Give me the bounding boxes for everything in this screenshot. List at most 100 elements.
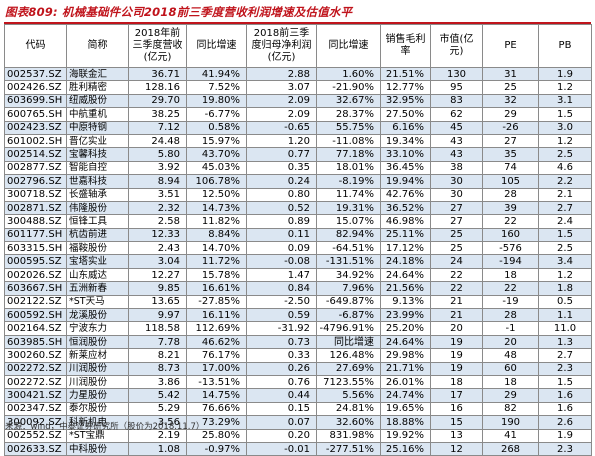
revenue-cell: 2.58 xyxy=(128,214,187,229)
table-row: 300260.SZ 新莱应材 8.21 76.17% 0.33 126.48% 29.98%… xyxy=(4,348,592,363)
header-cell: 销售毛利率 xyxy=(380,24,431,68)
revenue-growth-cell: -6.77% xyxy=(186,107,247,122)
name-cell: 纽威股份 xyxy=(66,93,129,109)
code-cell: 002426.SZ xyxy=(4,80,67,95)
revenue-cell: 8.94 xyxy=(128,174,187,189)
net-profit-cell: 0.20 xyxy=(246,428,317,443)
revenue-growth-cell: 11.72% xyxy=(186,254,247,269)
pb-cell: 2.3 xyxy=(538,361,592,376)
pb-cell: 1.5 xyxy=(538,227,592,243)
gross-margin-cell: 32.95% xyxy=(380,93,431,109)
header-cell: 代码 xyxy=(4,24,67,68)
gross-margin-cell: 36.45% xyxy=(380,160,431,176)
net-profit-cell: 1.47 xyxy=(246,267,317,283)
revenue-cell: 3.86 xyxy=(128,374,187,390)
gross-margin-cell: 17.12% xyxy=(380,241,431,256)
name-cell: 智能自控 xyxy=(66,160,129,176)
net-profit-cell: 0.89 xyxy=(246,214,317,229)
revenue-cell: 5.80 xyxy=(128,147,187,162)
table-row: 002426.SZ 胜利精密 128.16 7.52% 3.07 -21.90% 12.77… xyxy=(4,80,592,95)
code-cell: 603985.SH xyxy=(4,334,67,350)
market-cap-cell: 95 xyxy=(430,80,483,95)
gross-margin-cell: 19.92% xyxy=(380,428,431,443)
table-row: 002871.SZ 伟隆股份 2.32 14.73% 0.52 19.31% 36.52% 2… xyxy=(4,200,592,216)
code-cell: 002272.SZ xyxy=(4,361,67,376)
gross-margin-cell: 24.64% xyxy=(380,334,431,350)
pb-cell: 1.3 xyxy=(538,334,592,350)
code-cell: 300421.SZ xyxy=(4,388,67,403)
code-cell: 002796.SZ xyxy=(4,174,67,189)
pb-cell: 11.0 xyxy=(538,321,592,336)
gross-margin-cell: 6.16% xyxy=(380,120,431,135)
revenue-cell: 24.48 xyxy=(128,133,187,149)
pb-cell: 1.2 xyxy=(538,133,592,149)
gross-margin-cell: 21.71% xyxy=(380,361,431,376)
code-cell: 002537.SZ xyxy=(4,66,67,82)
pe-cell: 28 xyxy=(482,308,539,323)
pb-cell: 2.5 xyxy=(538,241,592,256)
table-row: 603667.SH 五洲新春 9.85 16.61% 0.84 7.96% 21.56% 22… xyxy=(4,281,592,296)
pe-cell: 28 xyxy=(482,187,539,202)
pb-cell: 2.1 xyxy=(538,187,592,202)
revenue-cell: 5.42 xyxy=(128,388,187,403)
profit-growth-cell: -6.87% xyxy=(316,308,381,323)
revenue-cell: 38.25 xyxy=(128,107,187,122)
table-row: 601177.SH 杭齿前进 12.33 8.84% 0.11 82.94% 25.11% 2… xyxy=(4,227,592,243)
pe-cell: 39 xyxy=(482,200,539,216)
code-cell: 002122.SZ xyxy=(4,294,67,310)
market-cap-cell: 25 xyxy=(430,241,483,256)
name-cell: 杭齿前进 xyxy=(66,227,129,243)
name-cell: 宝塔实业 xyxy=(66,254,129,269)
net-profit-cell: 0.24 xyxy=(246,174,317,189)
name-cell: 五洲新春 xyxy=(66,281,129,296)
revenue-cell: 12.33 xyxy=(128,227,187,243)
market-cap-cell: 43 xyxy=(430,133,483,149)
pb-cell: 1.6 xyxy=(538,388,592,403)
table-row: 002423.SZ 中原特钢 7.12 0.58% -0.65 55.75% 6.16% 45… xyxy=(4,120,592,135)
name-cell: 中科股份 xyxy=(66,441,129,456)
name-cell: 胜利精密 xyxy=(66,80,129,95)
gross-margin-cell: 36.52% xyxy=(380,200,431,216)
profit-growth-cell: 32.67% xyxy=(316,93,381,109)
market-cap-cell: 21 xyxy=(430,294,483,310)
pe-cell: 60 xyxy=(482,361,539,376)
market-cap-cell: 25 xyxy=(430,227,483,243)
name-cell: 宁波东力 xyxy=(66,321,129,336)
pe-cell: 35 xyxy=(482,147,539,162)
name-cell: 泰尔股份 xyxy=(66,401,129,417)
revenue-cell: 8.73 xyxy=(128,361,187,376)
profit-growth-cell: 15.07% xyxy=(316,214,381,229)
pb-cell: 1.9 xyxy=(538,66,592,82)
table-row: 002272.SZ 川润股份 3.86 -13.51% 0.76 7123.55% 26.0… xyxy=(4,374,592,390)
profit-growth-cell: 82.94% xyxy=(316,227,381,243)
revenue-growth-cell: 15.97% xyxy=(186,133,247,149)
revenue-cell: 8.21 xyxy=(128,348,187,363)
header-cell: PE xyxy=(482,24,539,68)
gross-margin-cell: 33.10% xyxy=(380,147,431,162)
net-profit-cell: 0.26 xyxy=(246,361,317,376)
table-row: 002026.SZ 山东威达 12.27 15.78% 1.47 34.92% 24.64%… xyxy=(4,267,592,283)
code-cell: 601177.SH xyxy=(4,227,67,243)
name-cell: 伟隆股份 xyxy=(66,200,129,216)
gross-margin-cell: 23.99% xyxy=(380,308,431,323)
profit-growth-cell: 5.56% xyxy=(316,388,381,403)
net-profit-cell: 0.84 xyxy=(246,281,317,296)
pb-cell: 1.5 xyxy=(538,374,592,390)
net-profit-cell: -0.01 xyxy=(246,441,317,456)
revenue-growth-cell: 14.75% xyxy=(186,388,247,403)
profit-growth-cell: 24.81% xyxy=(316,401,381,417)
market-cap-cell: 45 xyxy=(430,120,483,135)
code-cell: 300488.SZ xyxy=(4,214,67,229)
revenue-growth-cell: 41.94% xyxy=(186,66,247,82)
profit-growth-cell: 19.31% xyxy=(316,200,381,216)
table-row: 600765.SH 中航重机 38.25 -6.77% 2.09 28.37% 27.50%… xyxy=(4,107,592,122)
gross-margin-cell: 9.13% xyxy=(380,294,431,310)
gross-margin-cell: 19.94% xyxy=(380,174,431,189)
profit-growth-cell: 831.98% xyxy=(316,428,381,443)
profit-growth-cell: 77.18% xyxy=(316,147,381,162)
pb-cell: 1.5 xyxy=(538,107,592,122)
pe-cell: 22 xyxy=(482,214,539,229)
revenue-growth-cell: 76.66% xyxy=(186,401,247,417)
pb-cell: 3.1 xyxy=(538,93,592,109)
pe-cell: 22 xyxy=(482,281,539,296)
